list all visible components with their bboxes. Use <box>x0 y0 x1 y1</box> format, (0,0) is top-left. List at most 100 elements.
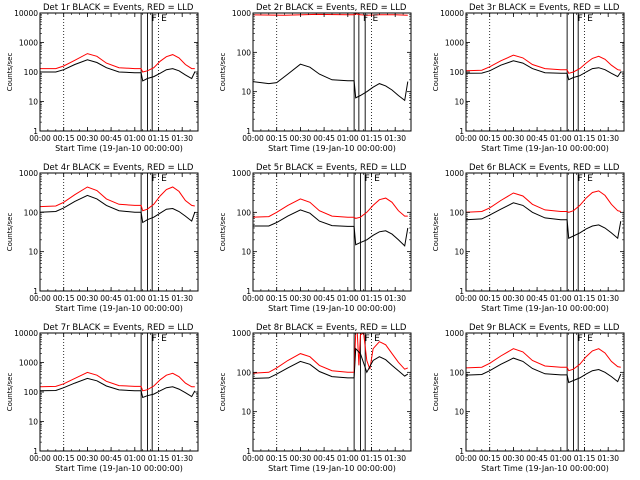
y-axis-label: Counts/sec <box>219 373 227 412</box>
x-tick-label: 01:15 <box>148 134 170 143</box>
x-axis-label: Start Time (19-Jan-10 00:00:00) <box>55 144 183 153</box>
x-tick-label: 01:30 <box>597 454 619 463</box>
x-tick-label: 01:30 <box>384 134 406 143</box>
x-tick-label: 01:30 <box>384 294 406 303</box>
marker-label: F <box>152 14 157 24</box>
marker-label: F <box>363 14 368 24</box>
y-tick-label: 1 <box>246 287 251 296</box>
chart-title: Det 4r BLACK = Events, RED = LLD <box>43 163 194 173</box>
x-tick-label: 00:15 <box>53 134 75 143</box>
x-tick-label: 00:00 <box>29 134 51 143</box>
y-tick-label: 100 <box>237 208 252 217</box>
series-line-black <box>253 209 409 247</box>
plot-frame <box>465 332 625 452</box>
x-tick-label: 00:45 <box>313 454 335 463</box>
x-tick-label: 01:15 <box>574 294 596 303</box>
y-axis-label: Counts/sec <box>6 373 14 412</box>
x-tick-label: 00:15 <box>53 294 75 303</box>
y-tick-label: 1000 <box>19 359 38 368</box>
y-axis-label: Counts/sec <box>432 53 440 92</box>
x-tick-label: 00:15 <box>479 454 501 463</box>
x-tick-label: 00:45 <box>313 294 335 303</box>
x-axis-label: Start Time (19-Jan-10 00:00:00) <box>268 464 396 473</box>
y-tick-label: 1 <box>33 447 38 456</box>
x-tick-label: 01:15 <box>574 454 596 463</box>
x-tick-label: 01:15 <box>574 134 596 143</box>
x-tick-label: 00:00 <box>242 134 264 143</box>
y-tick-label: 10 <box>241 88 251 97</box>
y-axis-label: Counts/sec <box>6 53 14 92</box>
x-tick-label: 00:00 <box>455 294 477 303</box>
x-tick-label: 00:30 <box>503 454 525 463</box>
y-axis-label: Counts/sec <box>432 213 440 252</box>
series-line-black <box>252 63 409 102</box>
x-tick-label: 00:00 <box>455 454 477 463</box>
x-tick-label: 00:45 <box>526 294 548 303</box>
y-tick-label: 1000 <box>232 9 251 18</box>
x-tick-label: 00:00 <box>242 294 264 303</box>
x-tick-label: 01:00 <box>550 294 572 303</box>
x-axis-label: Start Time (19-Jan-10 00:00:00) <box>268 304 396 313</box>
y-tick-label: 100 <box>24 388 39 397</box>
y-tick-label: 100 <box>24 208 39 217</box>
y-tick-label: 1 <box>246 447 251 456</box>
chart-title: Det 9r BLACK = Events, RED = LLD <box>469 323 620 333</box>
x-tick-label: 00:45 <box>313 134 335 143</box>
marker-label: F <box>365 174 370 184</box>
marker-label: F <box>365 334 370 344</box>
y-tick-label: 100 <box>24 68 39 77</box>
x-tick-label: 00:45 <box>100 294 122 303</box>
x-tick-label: 01:30 <box>597 134 619 143</box>
x-tick-label: 00:30 <box>290 454 312 463</box>
series-line-black <box>465 60 622 81</box>
x-tick-label: 01:15 <box>361 454 383 463</box>
series-line-black <box>39 194 196 224</box>
x-tick-label: 00:00 <box>29 454 51 463</box>
series-line-black <box>465 202 622 240</box>
x-tick-label: 00:00 <box>455 134 477 143</box>
chart-title: Det 1r BLACK = Events, RED = LLD <box>43 3 194 13</box>
x-tick-label: 01:15 <box>148 294 170 303</box>
x-tick-label: 00:30 <box>503 134 525 143</box>
x-tick-label: 00:15 <box>479 294 501 303</box>
marker-label: E <box>373 14 379 24</box>
y-tick-label: 1000 <box>445 329 464 338</box>
marker-label: E <box>161 14 167 24</box>
x-tick-label: 01:30 <box>171 134 193 143</box>
marker-label: F <box>578 334 583 344</box>
x-tick-label: 00:00 <box>29 294 51 303</box>
marker-label: E <box>587 334 593 344</box>
chart-title: Det 8r BLACK = Events, RED = LLD <box>256 323 407 333</box>
x-tick-label: 01:00 <box>550 134 572 143</box>
x-axis-label: Start Time (19-Jan-10 00:00:00) <box>481 304 609 313</box>
x-tick-label: 01:30 <box>597 294 619 303</box>
series-line-red <box>39 186 195 212</box>
y-tick-label: 1 <box>33 287 38 296</box>
marker-label: E <box>374 174 380 184</box>
x-tick-label: 01:00 <box>124 134 146 143</box>
x-tick-label: 00:30 <box>77 134 99 143</box>
x-axis-label: Start Time (19-Jan-10 00:00:00) <box>268 144 396 153</box>
x-tick-label: 01:15 <box>148 454 170 463</box>
plot-frame <box>39 332 199 452</box>
x-tick-label: 00:15 <box>53 454 75 463</box>
x-tick-label: 00:30 <box>77 294 99 303</box>
marker-label: F <box>152 174 157 184</box>
x-tick-label: 00:30 <box>290 294 312 303</box>
x-tick-label: 01:00 <box>124 454 146 463</box>
chart-title: Det 7r BLACK = Events, RED = LLD <box>43 323 194 333</box>
series-line-black <box>252 347 409 379</box>
y-tick-label: 100 <box>237 368 252 377</box>
plot-frame <box>465 172 625 292</box>
y-tick-label: 1000 <box>19 169 38 178</box>
y-tick-label: 10 <box>28 248 38 257</box>
chart-title: Det 5r BLACK = Events, RED = LLD <box>256 163 407 173</box>
series-line-red <box>40 53 195 73</box>
series-line-red <box>39 371 195 392</box>
series-line-red <box>252 197 408 219</box>
y-axis-label: Counts/sec <box>219 213 227 252</box>
